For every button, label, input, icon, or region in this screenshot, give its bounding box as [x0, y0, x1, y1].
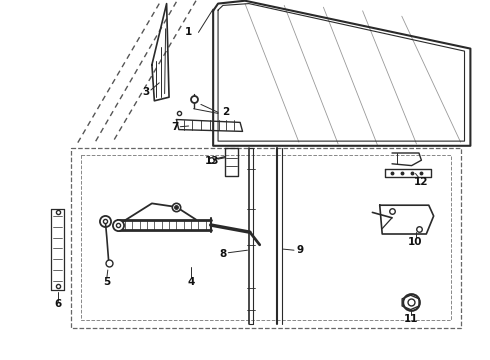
- Text: 9: 9: [296, 245, 303, 255]
- Text: 11: 11: [403, 314, 418, 324]
- Text: 3: 3: [143, 87, 149, 97]
- Text: 4: 4: [187, 276, 195, 287]
- Text: 2: 2: [222, 107, 229, 117]
- Text: 6: 6: [54, 299, 61, 309]
- Text: 12: 12: [414, 177, 429, 187]
- Text: 13: 13: [204, 156, 219, 166]
- Text: 10: 10: [408, 237, 423, 247]
- Text: 8: 8: [220, 249, 226, 259]
- Text: 1: 1: [185, 27, 192, 37]
- Text: 5: 5: [103, 276, 110, 287]
- Text: 7: 7: [172, 122, 179, 132]
